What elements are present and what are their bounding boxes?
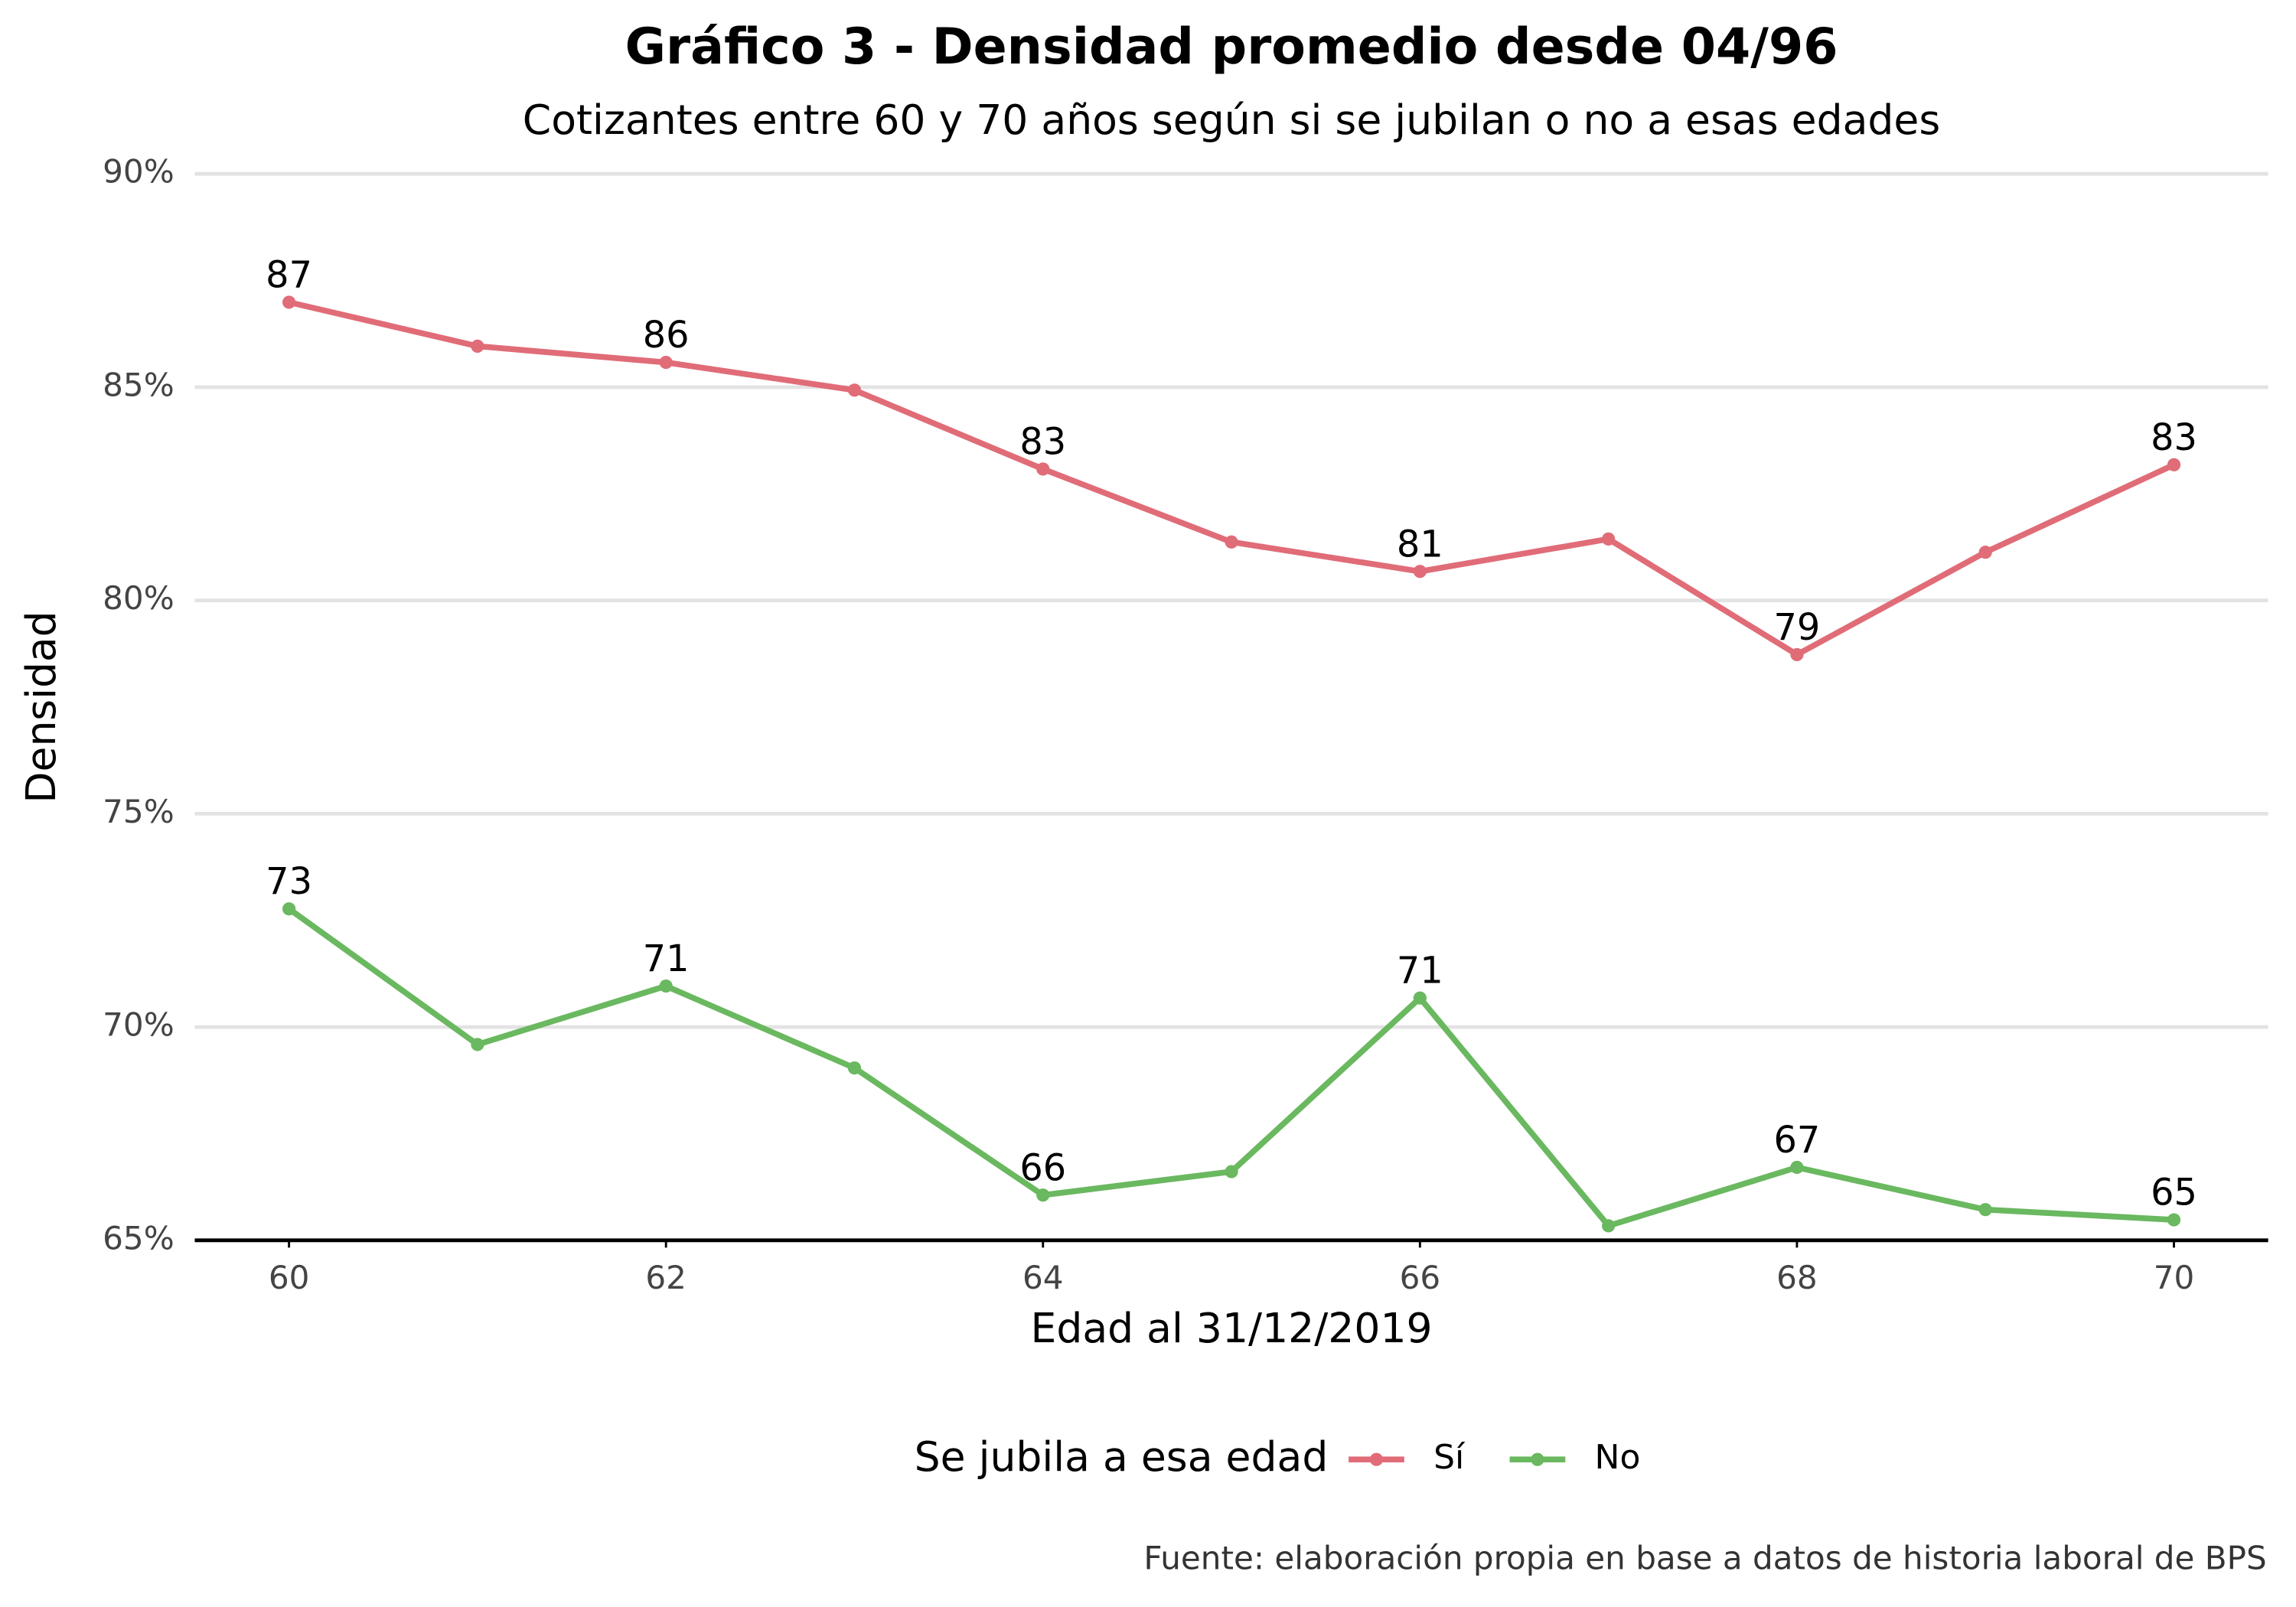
data-label: 87 [266,255,312,297]
legend-swatch-point [1369,1452,1384,1466]
data-point [847,1061,862,1075]
data-label: 81 [1397,523,1443,566]
caption: Fuente: elaboración propia en base a dat… [1143,1539,2266,1576]
data-point [1036,1188,1050,1202]
data-point [1602,1219,1616,1233]
data-point [282,295,296,309]
data-point [1036,462,1050,476]
legend: Se jubila a esa edad Sí No [915,1433,1641,1481]
y-tick-label: 75% [103,793,174,830]
data-point [1413,991,1427,1005]
legend-label: Sí [1433,1438,1466,1477]
data-point [1413,565,1427,579]
data-label: 66 [1019,1147,1066,1189]
data-label: 83 [2151,417,2197,459]
y-tick-label: 85% [103,366,174,403]
data-label: 83 [1019,422,1066,464]
legend-swatch-point [1531,1452,1544,1466]
data-label: 86 [643,315,690,357]
chart-subtitle: Cotizantes entre 60 y 70 años según si s… [523,96,1940,144]
legend-label: No [1595,1438,1641,1477]
data-label: 65 [2151,1172,2197,1214]
x-tick-label: 66 [1400,1259,1441,1296]
data-point [659,979,673,993]
x-tick-label: 70 [2154,1259,2195,1296]
data-point [1790,1160,1804,1175]
data-point [1225,535,1238,549]
data-point [1225,1165,1238,1178]
y-axis-title: Densidad [17,611,65,803]
y-tick-label: 70% [103,1006,174,1044]
data-point [2167,1213,2181,1227]
x-tick-label: 62 [645,1259,687,1296]
data-point [847,383,862,397]
y-tick-label: 65% [103,1219,174,1257]
data-label: 73 [266,861,312,903]
data-point [2167,458,2181,471]
data-label: 79 [1774,607,1821,649]
x-tick-label: 68 [1776,1259,1818,1296]
data-point [659,355,673,370]
data-label: 71 [1397,950,1443,993]
y-tick-label: 90% [103,153,174,191]
data-point [1978,546,1992,559]
x-tick-label: 60 [269,1259,310,1296]
chart-title: Gráfico 3 - Densidad promedio desde 04/9… [625,18,1838,76]
data-point [1602,532,1616,546]
y-tick-label: 80% [103,579,174,617]
x-axis-title: Edad al 31/12/2019 [1031,1304,1433,1352]
data-point [282,902,296,916]
data-label: 67 [1774,1120,1821,1162]
data-point [1790,647,1804,662]
data-point [471,1038,484,1051]
data-label: 71 [643,938,690,980]
x-tick-label: 64 [1022,1259,1064,1296]
legend-title: Se jubila a esa edad [915,1433,1329,1481]
data-point [1978,1203,1992,1217]
data-point [471,339,484,353]
